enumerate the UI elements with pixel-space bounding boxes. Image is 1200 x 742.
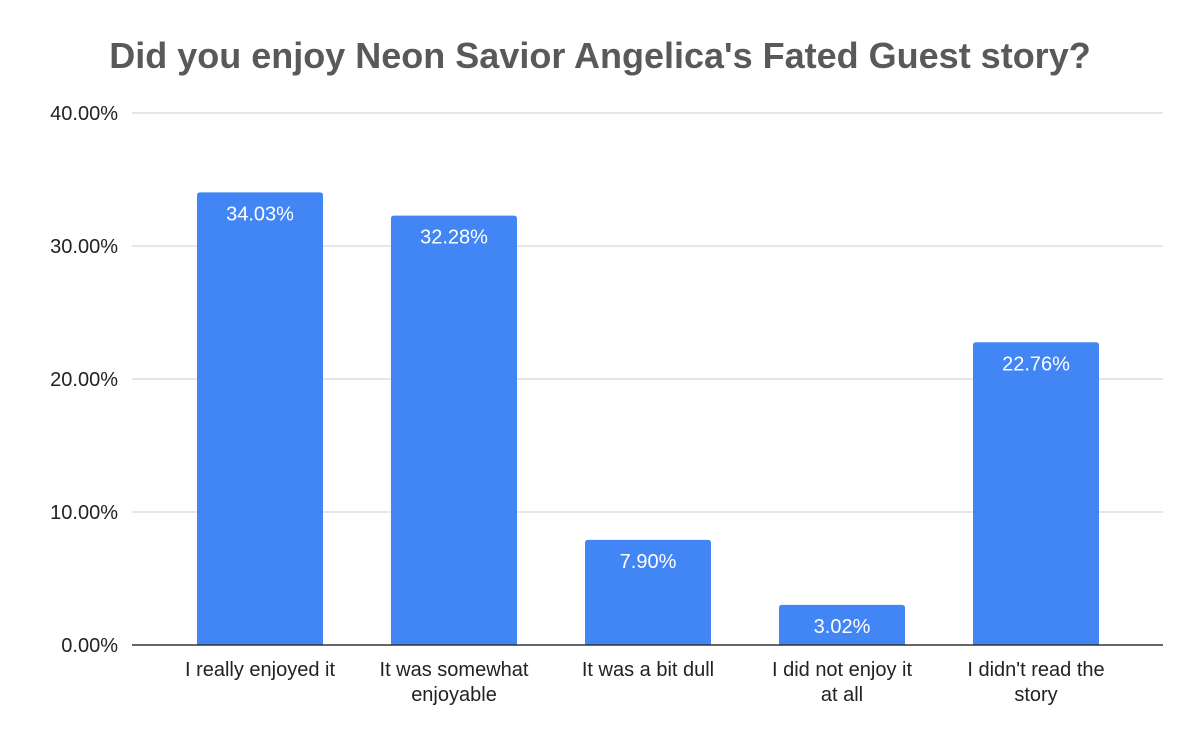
bar — [973, 342, 1099, 645]
data-label: 32.28% — [420, 227, 488, 249]
y-tick-label: 0.00% — [61, 635, 118, 657]
data-label: 7.90% — [620, 551, 677, 573]
x-tick-label: I did not enjoy it at all — [772, 659, 913, 706]
bar — [391, 215, 517, 645]
x-tick-label: I really enjoyed it — [185, 659, 336, 681]
x-tick-label-line: at all — [821, 684, 863, 706]
x-tick-label-line: I really enjoyed it — [185, 659, 336, 681]
data-label: 34.03% — [226, 203, 294, 225]
x-tick-label-line: enjoyable — [411, 684, 497, 706]
x-axis-ticks: I really enjoyed it It was somewhat enjoya… — [185, 659, 1105, 706]
bar — [779, 604, 905, 645]
x-tick-label: It was somewhat enjoyable — [380, 659, 529, 706]
y-axis-ticks: 0.00% 10.00% 20.00% 30.00% 40.00% — [50, 103, 118, 657]
chart-title: Did you enjoy Neon Savior Angelica's Fat… — [109, 35, 1090, 76]
data-label: 3.02% — [814, 616, 871, 638]
data-label: 22.76% — [1002, 353, 1070, 375]
x-tick-label-line: I did not enjoy it — [772, 659, 913, 681]
bars — [197, 192, 1099, 645]
x-tick-label-line: It was somewhat — [380, 659, 529, 681]
y-tick-label: 20.00% — [50, 369, 118, 391]
bar — [197, 192, 323, 645]
x-tick-label-line: I didn't read the — [967, 659, 1104, 681]
y-tick-label: 10.00% — [50, 502, 118, 524]
bar — [585, 539, 711, 645]
y-tick-label: 40.00% — [50, 103, 118, 125]
x-tick-label-line: story — [1014, 684, 1057, 706]
x-tick-label: It was a bit dull — [582, 659, 714, 681]
y-tick-label: 30.00% — [50, 236, 118, 258]
x-tick-label: I didn't read the story — [967, 659, 1104, 706]
data-labels: 34.03% 32.28% 7.90% 3.02% 22.76% — [226, 203, 1070, 637]
x-tick-label-line: It was a bit dull — [582, 659, 714, 681]
